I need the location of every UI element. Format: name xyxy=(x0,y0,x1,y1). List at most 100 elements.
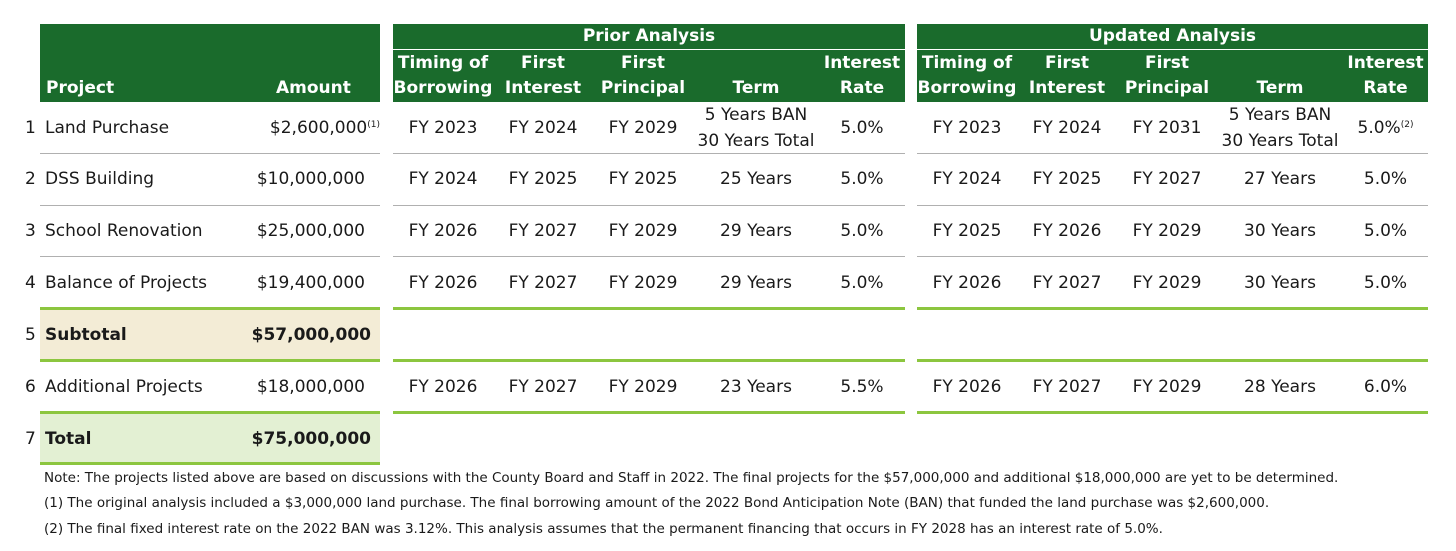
updated-term: 30 Years xyxy=(1244,273,1316,293)
prior-analysis-title: Prior Analysis xyxy=(582,26,716,46)
updated-term-line1: 5 Years BAN xyxy=(1228,105,1332,125)
prior-first-interest: FY 2027 xyxy=(508,273,578,293)
updated-col-rate-l1: Interest xyxy=(1347,53,1424,73)
prior-rate: 5.0% xyxy=(840,169,884,189)
prior-rate: 5.0% xyxy=(840,118,884,138)
updated-col-principal-l2: Principal xyxy=(1124,78,1210,98)
updated-first-principal: FY 2029 xyxy=(1132,221,1202,241)
row-number: 6 xyxy=(25,377,36,397)
project-name: Land Purchase xyxy=(45,118,170,138)
updated-rate: 5.0% xyxy=(1363,169,1408,189)
prior-timing: FY 2026 xyxy=(408,377,478,397)
prior-first-principal: FY 2029 xyxy=(608,377,678,397)
project-amount: $18,000,000 xyxy=(256,377,365,397)
updated-col-term-l2: Term xyxy=(1256,78,1304,98)
updated-col-timing-l1: Timing of xyxy=(921,53,1013,73)
prior-col-rate-l2: Rate xyxy=(839,78,885,98)
prior-term: 29 Years xyxy=(720,273,792,293)
row-number: 7 xyxy=(25,429,36,449)
prior-timing: FY 2024 xyxy=(408,169,478,189)
prior-col-principal-l1: First xyxy=(620,53,666,73)
prior-first-principal: FY 2029 xyxy=(608,221,678,241)
project-column-header: Project xyxy=(46,78,115,98)
updated-analysis-header xyxy=(917,24,1428,102)
total-highlight xyxy=(40,414,380,463)
prior-col-timing-l1: Timing of xyxy=(397,53,489,73)
prior-col-rate-l1: Interest xyxy=(823,53,901,73)
total-label: Total xyxy=(45,429,92,449)
prior-timing: FY 2026 xyxy=(408,273,478,293)
project-table-header xyxy=(40,24,380,102)
updated-first-interest: FY 2025 xyxy=(1032,169,1102,189)
prior-col-interest-l1: First xyxy=(520,53,566,73)
subtotal-highlight xyxy=(40,310,380,359)
project-name: School Renovation xyxy=(45,221,203,241)
prior-term: 29 Years xyxy=(720,221,792,241)
updated-timing: FY 2023 xyxy=(932,118,1002,138)
updated-rate: 5.0% xyxy=(1363,273,1408,293)
subtotal-amount: $57,000,000 xyxy=(251,325,371,345)
prior-first-interest: FY 2027 xyxy=(508,221,578,241)
project-name: Additional Projects xyxy=(45,377,203,397)
updated-rate: 5.0% xyxy=(1363,221,1408,241)
note-footnote-1: (1) The original analysis included a $3,… xyxy=(44,495,1270,511)
prior-first-principal: FY 2025 xyxy=(608,169,678,189)
row-number: 3 xyxy=(25,221,36,241)
total-amount: $75,000,000 xyxy=(251,429,371,449)
prior-col-term-l2: Term xyxy=(732,78,780,98)
prior-first-principal: FY 2029 xyxy=(608,273,678,293)
prior-col-timing-l2: Borrowing xyxy=(393,78,493,98)
project-name: DSS Building xyxy=(45,169,155,189)
updated-col-principal-l1: First xyxy=(1144,53,1190,73)
prior-first-interest: FY 2025 xyxy=(508,169,578,189)
prior-term: 23 Years xyxy=(720,377,792,397)
project-amount: $2,600,000(1) xyxy=(269,118,380,138)
updated-first-principal: FY 2031 xyxy=(1132,118,1202,138)
amount-column-header: Amount xyxy=(276,78,351,98)
prior-timing: FY 2023 xyxy=(408,118,478,138)
prior-term: 25 Years xyxy=(720,169,792,189)
row-number: 2 xyxy=(25,169,36,189)
footnote-1-marker: (1) xyxy=(367,120,380,130)
prior-first-interest: FY 2024 xyxy=(508,118,578,138)
updated-first-interest: FY 2024 xyxy=(1032,118,1102,138)
updated-first-interest: FY 2027 xyxy=(1032,273,1102,293)
updated-first-principal: FY 2027 xyxy=(1132,169,1202,189)
note-general: Note: The projects listed above are base… xyxy=(44,470,1339,486)
subtotal-label: Subtotal xyxy=(45,325,127,345)
updated-term: 28 Years xyxy=(1244,377,1316,397)
prior-term-line2: 30 Years Total xyxy=(697,131,815,151)
prior-timing: FY 2026 xyxy=(408,221,478,241)
project-name: Balance of Projects xyxy=(45,273,208,293)
updated-col-interest-l2: Interest xyxy=(1028,78,1106,98)
updated-term: 27 Years xyxy=(1244,169,1316,189)
updated-rate: 6.0% xyxy=(1363,377,1408,397)
updated-analysis-title: Updated Analysis xyxy=(1088,26,1257,46)
updated-term-line2: 30 Years Total xyxy=(1221,131,1339,151)
updated-rate: 5.0%(2) xyxy=(1357,118,1414,138)
prior-rate: 5.0% xyxy=(840,221,884,241)
row-number: 1 xyxy=(25,118,36,138)
updated-timing: FY 2026 xyxy=(932,273,1002,293)
updated-timing: FY 2025 xyxy=(932,221,1002,241)
updated-term: 30 Years xyxy=(1244,221,1316,241)
prior-term-line1: 5 Years BAN xyxy=(704,105,808,125)
project-amount: $10,000,000 xyxy=(256,169,365,189)
updated-first-interest: FY 2027 xyxy=(1032,377,1102,397)
updated-first-principal: FY 2029 xyxy=(1132,273,1202,293)
prior-analysis-header xyxy=(393,24,905,102)
project-amount: $19,400,000 xyxy=(256,273,365,293)
updated-first-principal: FY 2029 xyxy=(1132,377,1202,397)
updated-timing: FY 2024 xyxy=(932,169,1002,189)
prior-col-principal-l2: Principal xyxy=(600,78,686,98)
prior-col-interest-l2: Interest xyxy=(504,78,582,98)
row-number: 5 xyxy=(25,325,36,345)
updated-col-interest-l1: First xyxy=(1044,53,1090,73)
note-footnote-2: (2) The final fixed interest rate on the… xyxy=(44,521,1163,537)
prior-first-interest: FY 2027 xyxy=(508,377,578,397)
prior-rate: 5.0% xyxy=(840,273,884,293)
updated-col-timing-l2: Borrowing xyxy=(917,78,1017,98)
row-number: 4 xyxy=(25,273,36,293)
footnote-2-marker: (2) xyxy=(1400,120,1414,130)
prior-rate: 5.5% xyxy=(840,377,884,397)
